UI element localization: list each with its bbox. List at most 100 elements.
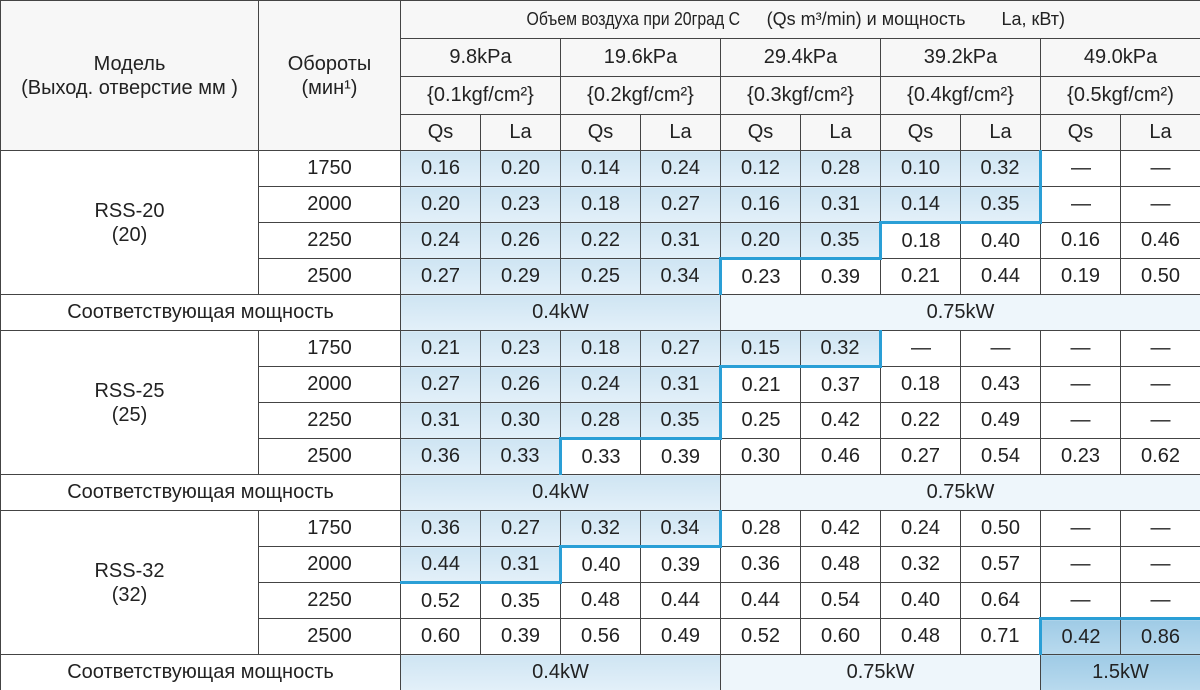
rpm-cell: 1750	[258, 510, 401, 547]
value-cell: 0.43	[960, 366, 1041, 403]
value-cell: —	[1119, 330, 1200, 367]
value-cell: 0.62	[1119, 438, 1200, 475]
value-cell: —	[1040, 366, 1121, 403]
value-cell: 0.16	[400, 150, 481, 187]
column-label: Qs	[880, 114, 961, 151]
value-cell: 0.48	[880, 618, 961, 655]
value-cell: —	[1119, 510, 1200, 547]
value-cell: 0.21	[880, 258, 961, 295]
model-title: Модель	[93, 52, 166, 75]
value-cell: 0.40	[560, 546, 641, 583]
value-cell: 0.32	[880, 546, 961, 583]
value-cell: 0.22	[880, 402, 961, 439]
rpm-unit: (мин¹)	[301, 76, 358, 99]
model-name: RSS-20	[94, 199, 165, 222]
value-cell: 0.42	[1039, 617, 1121, 655]
value-cell: —	[1119, 582, 1200, 619]
value-cell: 0.26	[480, 222, 561, 259]
value-cell: 0.23	[1040, 438, 1121, 475]
value-cell: 0.50	[1119, 258, 1200, 295]
power-cell: 0.4kW	[400, 654, 721, 690]
value-cell: 0.31	[800, 186, 881, 223]
value-cell: 0.24	[400, 222, 481, 259]
value-cell: 0.44	[640, 582, 721, 619]
power-label: Соответствующая мощность	[0, 474, 401, 511]
value-cell: 0.24	[640, 150, 721, 187]
table-row: Qs La Qs La Qs La Qs La Qs La	[1, 114, 1200, 151]
model-name: RSS-32	[94, 559, 165, 582]
model-outlet: (32)	[111, 583, 148, 606]
value-cell: 0.27	[640, 186, 721, 223]
value-cell: —	[1040, 510, 1121, 547]
model-cell: RSS-25 (25)	[0, 330, 259, 475]
table-row: 2000 0.20 0.23 0.18 0.27 0.16 0.31 0.14 0.35— —	[1, 186, 1200, 224]
value-cell: 0.50	[960, 510, 1041, 547]
value-cell: 0.40	[960, 222, 1041, 259]
value-cell: 0.35	[640, 402, 722, 440]
value-cell: —	[1119, 150, 1200, 187]
value-cell: 0.57	[960, 546, 1041, 583]
column-label: La	[480, 114, 561, 151]
value-cell: 0.24	[560, 366, 641, 403]
power-cell: 0.75kW	[719, 474, 1200, 511]
table-row: RSS-25 (25) 1750 0.21 0.23 0.18 0.27 0.15 0.32— —…	[0, 330, 1200, 475]
column-label: La	[800, 114, 881, 151]
value-cell: —	[960, 330, 1041, 367]
model-cell: RSS-32 (32)	[0, 510, 259, 655]
value-cell: 0.21	[720, 366, 801, 403]
table-row: 9.8kPa 19.6kPa 29.4kPa 39.2kPa 49.0kPa	[1, 38, 1200, 77]
value-cell: 0.26	[480, 366, 561, 403]
value-cell: 0.21	[400, 330, 481, 367]
value-cell: 0.34	[640, 258, 722, 295]
value-cell: 0.64	[960, 582, 1041, 619]
value-cell: —	[1040, 330, 1121, 367]
table-row: Соответствующая мощность 0.4kW 0.75kW	[0, 474, 1200, 511]
value-cell: 0.60	[400, 618, 481, 655]
value-cell: 0.86	[1119, 617, 1200, 655]
value-cell: 0.52	[720, 618, 801, 655]
value-cell: 0.20	[720, 222, 801, 260]
table-row: 2250 0.52 0.35 0.48 0.44 0.44 0.54 0.40 0.64— —	[1, 582, 1200, 619]
title-part: Объем воздуха при 20град С	[526, 9, 741, 29]
value-cell: 0.23	[720, 258, 801, 295]
power-label: Соответствующая мощность	[0, 654, 401, 690]
value-cell: —	[1119, 402, 1200, 439]
value-cell: 0.23	[480, 186, 561, 223]
table-title: Объем воздуха при 20град С (Qs m³/min) и …	[399, 0, 1200, 39]
value-cell: 0.36	[400, 438, 481, 475]
value-cell: 0.44	[400, 546, 481, 584]
value-cell: 0.18	[560, 330, 641, 367]
column-label: Qs	[720, 114, 801, 151]
value-cell: 0.15	[720, 330, 801, 368]
value-cell: 0.18	[560, 186, 641, 223]
model-name: RSS-25	[94, 379, 165, 402]
column-label: Qs	[560, 114, 641, 151]
rpm-cell: 1750	[258, 330, 401, 367]
rpm-cell: 2000	[258, 366, 401, 403]
value-cell: 0.36	[400, 510, 481, 547]
value-cell: 0.30	[480, 402, 561, 439]
value-cell: 0.33	[480, 438, 562, 475]
value-cell: —	[1040, 402, 1121, 439]
table-row: Соответствующая мощность 0.4kW 0.75kW	[0, 294, 1200, 331]
value-cell: 0.54	[800, 582, 881, 619]
value-cell: —	[1040, 150, 1121, 187]
value-cell: 0.39	[800, 258, 881, 295]
value-cell: 0.71	[960, 618, 1041, 655]
value-cell: 0.28	[800, 150, 881, 187]
value-cell: 0.14	[880, 186, 961, 224]
value-cell: 0.28	[560, 402, 641, 440]
value-cell: 0.39	[640, 438, 721, 475]
value-cell: 0.16	[720, 186, 801, 223]
value-cell: 0.29	[480, 258, 561, 295]
value-cell: 0.27	[640, 330, 721, 367]
value-cell: 0.31	[400, 402, 481, 439]
value-cell: 0.35	[800, 222, 882, 260]
value-cell: 0.48	[560, 582, 641, 619]
value-cell: 0.49	[640, 618, 721, 655]
value-cell: 0.27	[480, 510, 561, 547]
value-cell: 0.27	[400, 258, 481, 295]
value-cell: 0.32	[560, 510, 641, 548]
model-cell: RSS-20 (20)	[0, 150, 259, 295]
